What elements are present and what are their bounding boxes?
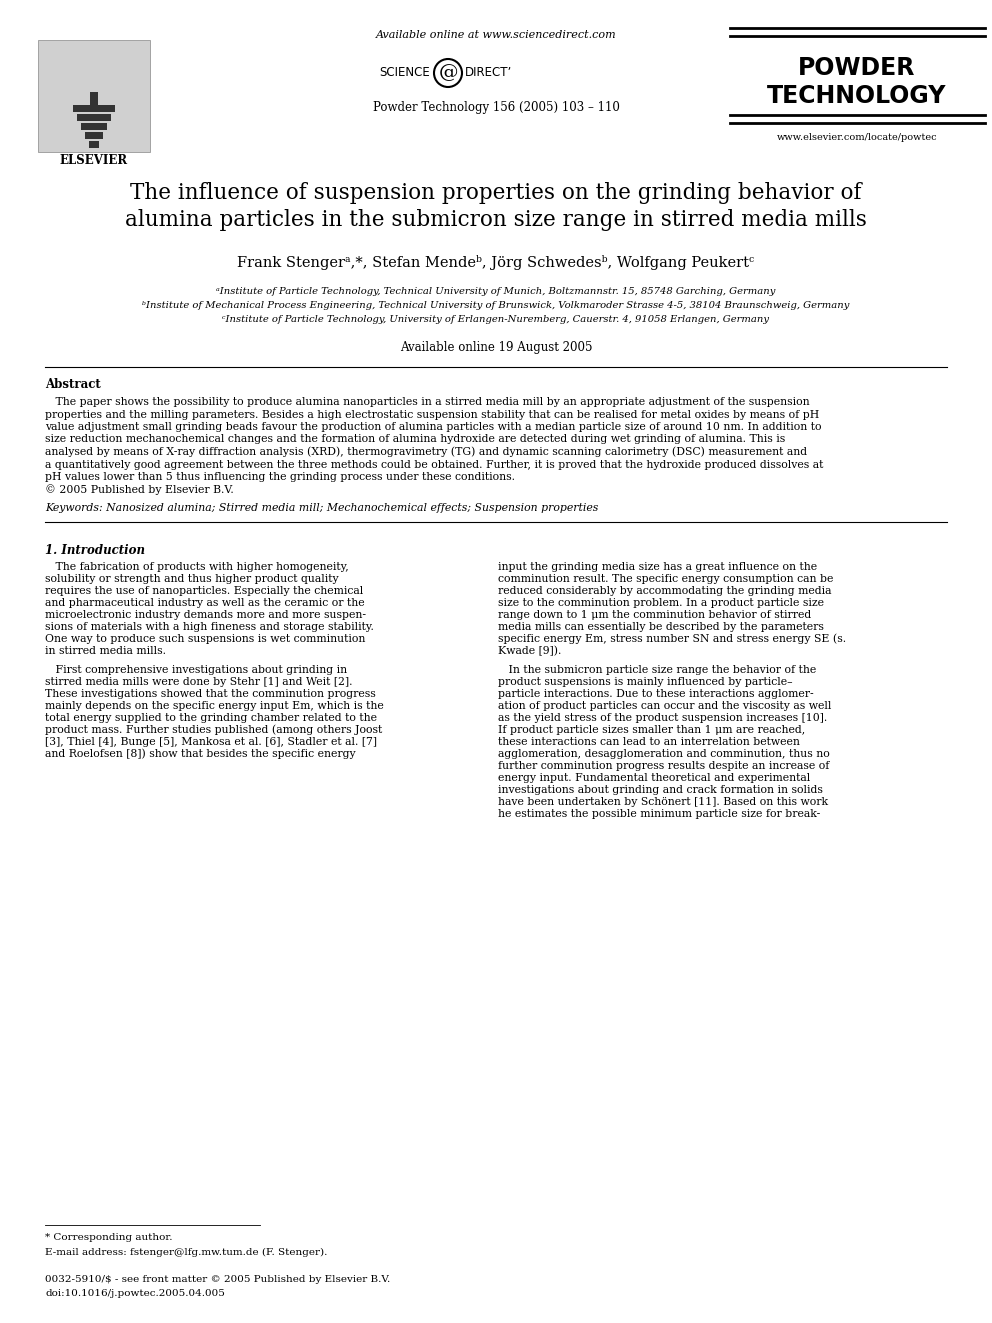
Text: product mass. Further studies published (among others Joost: product mass. Further studies published …	[45, 725, 382, 736]
Text: solubility or strength and thus higher product quality: solubility or strength and thus higher p…	[45, 574, 338, 583]
Text: * Corresponding author.: * Corresponding author.	[45, 1233, 173, 1242]
Text: [3], Thiel [4], Bunge [5], Mankosa et al. [6], Stadler et al. [7]: [3], Thiel [4], Bunge [5], Mankosa et al…	[45, 737, 377, 747]
Text: properties and the milling parameters. Besides a high electrostatic suspension s: properties and the milling parameters. B…	[45, 410, 819, 419]
Text: value adjustment small grinding beads favour the production of alumina particles: value adjustment small grinding beads fa…	[45, 422, 821, 433]
Text: POWDER: POWDER	[799, 56, 916, 79]
Text: First comprehensive investigations about grinding in: First comprehensive investigations about…	[45, 665, 347, 675]
Text: stirred media mills were done by Stehr [1] and Weit [2].: stirred media mills were done by Stehr […	[45, 677, 352, 687]
Text: www.elsevier.com/locate/powtec: www.elsevier.com/locate/powtec	[777, 132, 937, 142]
Text: Powder Technology 156 (2005) 103 – 110: Powder Technology 156 (2005) 103 – 110	[373, 102, 619, 115]
Text: size reduction mechanochemical changes and the formation of alumina hydroxide ar: size reduction mechanochemical changes a…	[45, 434, 786, 445]
Text: Available online 19 August 2005: Available online 19 August 2005	[400, 341, 592, 355]
Bar	[73, 105, 115, 112]
Text: size to the comminution problem. In a product particle size: size to the comminution problem. In a pr…	[498, 598, 824, 609]
Text: and Roelofsen [8]) show that besides the specific energy: and Roelofsen [8]) show that besides the…	[45, 749, 355, 759]
Text: doi:10.1016/j.powtec.2005.04.005: doi:10.1016/j.powtec.2005.04.005	[45, 1289, 225, 1298]
Text: product suspensions is mainly influenced by particle–: product suspensions is mainly influenced…	[498, 677, 793, 687]
Bar	[90, 93, 98, 107]
Bar	[77, 114, 111, 120]
Text: alumina particles in the submicron size range in stirred media mills: alumina particles in the submicron size …	[125, 209, 867, 232]
Text: ᵃInstitute of Particle Technology, Technical University of Munich, Boltzmannstr.: ᵃInstitute of Particle Technology, Techn…	[216, 287, 776, 296]
Text: sions of materials with a high fineness and storage stability.: sions of materials with a high fineness …	[45, 622, 374, 632]
Text: @: @	[438, 64, 457, 82]
Text: analysed by means of X-ray diffraction analysis (XRD), thermogravimetry (TG) and: analysed by means of X-ray diffraction a…	[45, 447, 807, 458]
Text: Keywords: Nanosized alumina; Stirred media mill; Mechanochemical effects; Suspen: Keywords: Nanosized alumina; Stirred med…	[45, 503, 598, 513]
Text: and pharmaceutical industry as well as the ceramic or the: and pharmaceutical industry as well as t…	[45, 598, 365, 609]
Text: 1. Introduction: 1. Introduction	[45, 544, 145, 557]
Text: particle interactions. Due to these interactions agglomer-: particle interactions. Due to these inte…	[498, 689, 813, 699]
Text: further comminution progress results despite an increase of: further comminution progress results des…	[498, 761, 829, 771]
Text: media mills can essentially be described by the parameters: media mills can essentially be described…	[498, 622, 824, 632]
Text: One way to produce such suspensions is wet comminution: One way to produce such suspensions is w…	[45, 634, 365, 644]
Text: input the grinding media size has a great influence on the: input the grinding media size has a grea…	[498, 562, 817, 572]
Text: these interactions can lead to an interrelation between: these interactions can lead to an interr…	[498, 737, 800, 747]
Text: DIRECTʼ: DIRECTʼ	[465, 66, 512, 79]
Text: © 2005 Published by Elsevier B.V.: © 2005 Published by Elsevier B.V.	[45, 484, 234, 495]
Text: reduced considerably by accommodating the grinding media: reduced considerably by accommodating th…	[498, 586, 831, 595]
Text: ᵇInstitute of Mechanical Process Engineering, Technical University of Brunswick,: ᵇInstitute of Mechanical Process Enginee…	[142, 302, 850, 310]
Text: pH values lower than 5 thus influencing the grinding process under these conditi: pH values lower than 5 thus influencing …	[45, 472, 515, 482]
Text: SCIENCE: SCIENCE	[379, 66, 430, 79]
Text: he estimates the possible minimum particle size for break-: he estimates the possible minimum partic…	[498, 808, 820, 819]
Text: If product particle sizes smaller than 1 μm are reached,: If product particle sizes smaller than 1…	[498, 725, 806, 736]
Text: ᶜInstitute of Particle Technology, University of Erlangen-Nuremberg, Cauerstr. 4: ᶜInstitute of Particle Technology, Unive…	[222, 315, 770, 324]
Text: The fabrication of products with higher homogeneity,: The fabrication of products with higher …	[45, 562, 349, 572]
Text: agglomeration, desagglomeration and comminution, thus no: agglomeration, desagglomeration and comm…	[498, 749, 829, 759]
Bar	[81, 123, 107, 130]
Bar	[89, 142, 99, 148]
Text: have been undertaken by Schönert [11]. Based on this work: have been undertaken by Schönert [11]. B…	[498, 796, 828, 807]
Text: TECHNOLOGY: TECHNOLOGY	[767, 83, 946, 108]
Text: The influence of suspension properties on the grinding behavior of: The influence of suspension properties o…	[130, 183, 862, 204]
Text: specific energy Em, stress number SN and stress energy SE (s.: specific energy Em, stress number SN and…	[498, 634, 846, 644]
Text: energy input. Fundamental theoretical and experimental: energy input. Fundamental theoretical an…	[498, 773, 810, 783]
FancyBboxPatch shape	[38, 40, 150, 152]
Text: comminution result. The specific energy consumption can be: comminution result. The specific energy …	[498, 574, 833, 583]
Text: Kwade [9]).: Kwade [9]).	[498, 646, 561, 656]
Text: In the submicron particle size range the behavior of the: In the submicron particle size range the…	[498, 665, 816, 675]
Text: in stirred media mills.: in stirred media mills.	[45, 646, 166, 656]
Text: ation of product particles can occur and the viscosity as well: ation of product particles can occur and…	[498, 701, 831, 710]
Text: These investigations showed that the comminution progress: These investigations showed that the com…	[45, 689, 376, 699]
Text: 0032-5910/$ - see front matter © 2005 Published by Elsevier B.V.: 0032-5910/$ - see front matter © 2005 Pu…	[45, 1275, 390, 1285]
Text: Frank Stengerᵃ,*, Stefan Mendeᵇ, Jörg Schwedesᵇ, Wolfgang Peukertᶜ: Frank Stengerᵃ,*, Stefan Mendeᵇ, Jörg Sc…	[237, 255, 755, 270]
Text: Available online at www.sciencedirect.com: Available online at www.sciencedirect.co…	[376, 30, 616, 40]
Text: Abstract: Abstract	[45, 378, 101, 392]
Text: microelectronic industry demands more and more suspen-: microelectronic industry demands more an…	[45, 610, 366, 620]
Text: a quantitatively good agreement between the three methods could be obtained. Fur: a quantitatively good agreement between …	[45, 459, 823, 470]
Text: range down to 1 μm the comminution behavior of stirred: range down to 1 μm the comminution behav…	[498, 610, 811, 620]
Bar	[85, 132, 103, 139]
Text: mainly depends on the specific energy input Em, which is the: mainly depends on the specific energy in…	[45, 701, 384, 710]
Text: requires the use of nanoparticles. Especially the chemical: requires the use of nanoparticles. Espec…	[45, 586, 363, 595]
Text: investigations about grinding and crack formation in solids: investigations about grinding and crack …	[498, 785, 823, 795]
Text: The paper shows the possibility to produce alumina nanoparticles in a stirred me: The paper shows the possibility to produ…	[45, 397, 809, 407]
Text: as the yield stress of the product suspension increases [10].: as the yield stress of the product suspe…	[498, 713, 827, 722]
Text: total energy supplied to the grinding chamber related to the: total energy supplied to the grinding ch…	[45, 713, 377, 722]
Text: ELSEVIER: ELSEVIER	[60, 153, 128, 167]
Text: E-mail address: fstenger@lfg.mw.tum.de (F. Stenger).: E-mail address: fstenger@lfg.mw.tum.de (…	[45, 1248, 327, 1257]
